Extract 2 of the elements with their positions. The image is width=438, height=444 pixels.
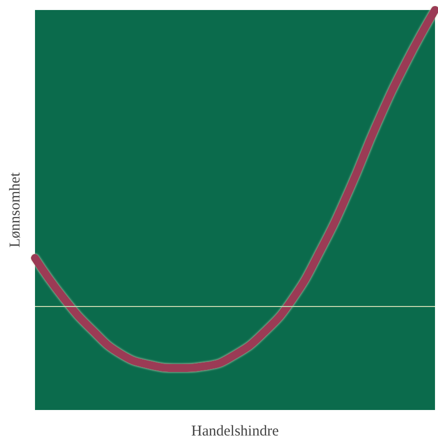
x-axis-title: Handelshindre <box>191 424 280 440</box>
y-axis-title: Lønnsomhet <box>8 172 24 248</box>
